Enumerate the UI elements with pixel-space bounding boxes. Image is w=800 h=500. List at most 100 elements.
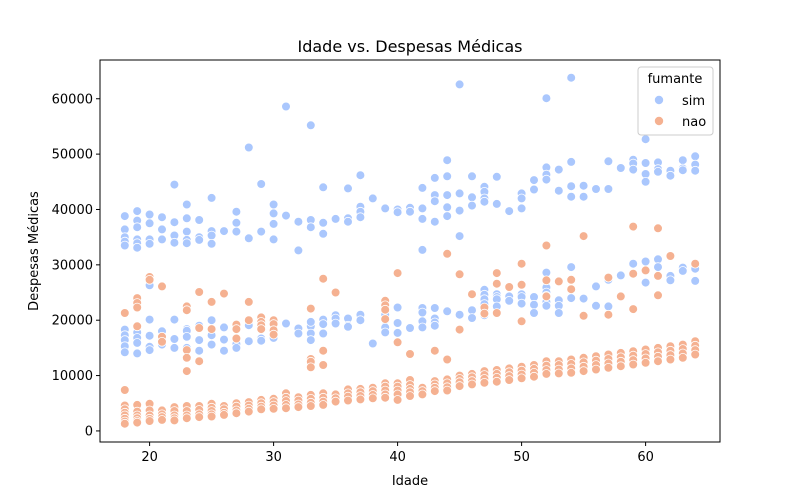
data-point-sim: [529, 175, 539, 185]
data-point-nao: [380, 392, 391, 403]
data-point-nao: [182, 305, 192, 316]
data-point-sim: [256, 226, 267, 237]
data-point-nao: [516, 373, 527, 384]
data-point-nao: [231, 324, 242, 334]
data-point-sim: [318, 182, 329, 193]
data-point-sim: [454, 188, 465, 199]
data-point-sim: [157, 224, 167, 235]
data-point-sim: [442, 190, 453, 200]
data-point-nao: [566, 274, 576, 285]
data-point-sim: [405, 206, 415, 217]
data-point-nao: [268, 329, 279, 340]
data-point-nao: [541, 369, 552, 379]
data-point-nao: [516, 316, 527, 327]
data-point-nao: [491, 268, 502, 278]
data-point-sim: [231, 226, 242, 237]
y-tick-label: 60000: [52, 92, 93, 107]
data-point-sim: [417, 245, 428, 255]
data-point-sim: [553, 185, 564, 196]
data-point-sim: [144, 239, 155, 249]
data-point-sim: [318, 328, 329, 339]
data-point-nao: [392, 268, 403, 278]
data-point-sim: [219, 345, 229, 356]
data-point-nao: [504, 282, 515, 292]
data-point-sim: [367, 338, 378, 349]
data-point-sim: [429, 173, 440, 183]
data-point-nao: [467, 289, 477, 300]
data-point-sim: [578, 293, 589, 304]
data-point-sim: [157, 212, 167, 223]
data-point-sim: [541, 174, 552, 185]
data-point-nao: [665, 354, 676, 365]
data-point-sim: [244, 142, 254, 153]
data-point-nao: [479, 377, 490, 388]
legend-marker-sim: [654, 95, 665, 106]
data-point-sim: [281, 210, 291, 221]
data-point-nao: [603, 362, 614, 373]
data-point-sim: [144, 345, 155, 355]
data-point-sim: [206, 339, 217, 350]
data-point-nao: [244, 406, 254, 417]
data-point-sim: [429, 196, 440, 207]
data-point-nao: [330, 396, 341, 407]
data-point-nao: [578, 310, 589, 321]
data-point-nao: [380, 314, 391, 324]
data-point-sim: [219, 334, 229, 345]
data-point-sim: [182, 199, 192, 210]
data-point-sim: [591, 184, 601, 194]
data-point-sim: [206, 315, 217, 326]
data-point-nao: [529, 371, 539, 382]
data-point-nao: [615, 291, 626, 302]
data-point-nao: [491, 278, 502, 289]
data-point-sim: [194, 335, 205, 345]
data-point-sim: [417, 203, 428, 214]
data-point-nao: [182, 413, 192, 424]
data-point-sim: [132, 222, 143, 233]
data-point-nao: [318, 273, 329, 284]
data-point-sim: [442, 306, 453, 317]
x-tick-label: 20: [141, 450, 158, 465]
data-point-sim: [318, 218, 329, 228]
data-point-nao: [653, 271, 663, 281]
data-point-sim: [268, 199, 279, 210]
data-point-nao: [182, 352, 192, 363]
data-point-nao: [653, 290, 663, 301]
data-point-sim: [330, 214, 341, 224]
data-point-sim: [244, 336, 254, 347]
data-point-sim: [529, 184, 539, 195]
data-point-nao: [516, 279, 527, 290]
data-point-nao: [417, 389, 428, 400]
data-point-sim: [380, 203, 391, 214]
data-point-sim: [467, 192, 477, 203]
data-point-sim: [429, 303, 440, 313]
data-point-nao: [305, 303, 316, 314]
legend: fumante sim nao: [637, 66, 714, 136]
data-point-sim: [182, 226, 192, 237]
data-point-sim: [578, 191, 589, 202]
data-point-sim: [305, 317, 316, 327]
data-point-sim: [169, 334, 180, 344]
data-point-nao: [392, 337, 403, 348]
data-point-nao: [541, 275, 552, 286]
data-point-nao: [194, 323, 205, 333]
data-point-sim: [417, 322, 428, 333]
data-point-nao: [454, 324, 465, 335]
data-point-nao: [429, 386, 440, 396]
data-point-sim: [417, 307, 428, 318]
data-point-nao: [206, 324, 217, 334]
data-point-sim: [603, 184, 614, 194]
data-point-sim: [343, 321, 353, 332]
data-point-sim: [132, 348, 143, 359]
data-point-nao: [578, 231, 589, 241]
data-point-nao: [516, 258, 527, 269]
data-point-nao: [231, 408, 242, 419]
data-point-sim: [367, 193, 378, 204]
data-point-sim: [628, 258, 638, 269]
data-point-nao: [281, 403, 291, 414]
data-point-nao: [380, 304, 391, 315]
data-point-sim: [653, 262, 663, 272]
data-point-sim: [318, 229, 329, 239]
data-point-sim: [355, 315, 366, 326]
data-point-nao: [566, 284, 576, 295]
